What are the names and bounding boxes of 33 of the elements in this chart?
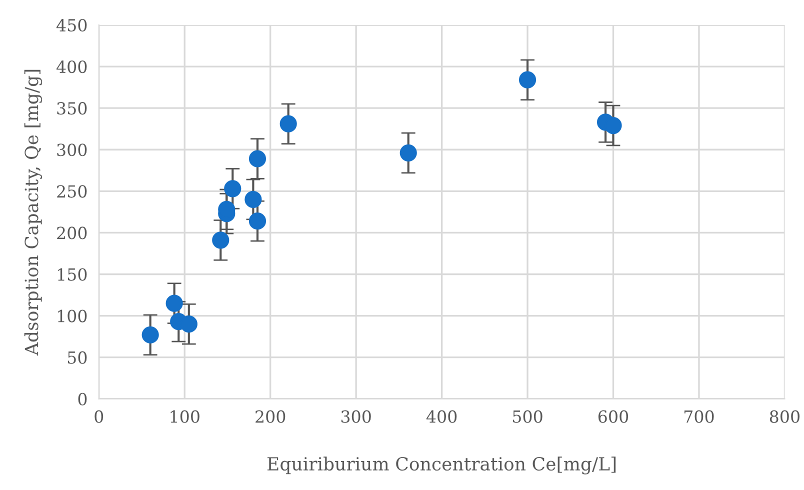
y-tick-label: 250 <box>57 185 87 198</box>
point <box>166 294 183 312</box>
point <box>142 326 159 344</box>
y-tick-label: 50 <box>68 351 87 364</box>
point <box>212 232 230 249</box>
y-tick-label: 100 <box>58 310 87 322</box>
x-tick-label: 800 <box>770 410 800 423</box>
y-axis-title: Adsorption Capacity, Qe [mg/g] <box>24 70 42 356</box>
x-axis-title: Equiriburium Concentration Ce[mg/L] <box>267 456 616 474</box>
y-tick-label: 150 <box>58 268 87 281</box>
point <box>248 212 266 230</box>
y-tick-label: 0 <box>78 392 87 406</box>
y-tick-label: 200 <box>57 226 87 240</box>
y-tick-label: 300 <box>57 144 87 156</box>
y-tick-label: 450 <box>56 18 87 32</box>
x-tick-label: 400 <box>426 410 457 423</box>
x-tick-label: 300 <box>341 410 371 423</box>
point <box>224 180 242 198</box>
point <box>248 150 266 168</box>
y-tick-label: 400 <box>56 60 87 74</box>
x-tick-label: 500 <box>513 410 542 423</box>
point <box>604 116 622 134</box>
x-tick-label: 0 <box>94 410 104 423</box>
x-tick-label: 700 <box>684 410 714 423</box>
x-tick-label: 100 <box>170 410 200 423</box>
y-tick-label: 350 <box>57 102 87 115</box>
point <box>244 190 262 208</box>
point <box>400 144 417 162</box>
x-tick-label: 200 <box>256 410 286 423</box>
point <box>518 71 536 88</box>
point <box>180 316 198 333</box>
x-tick-label: 600 <box>598 410 628 423</box>
point <box>280 115 297 132</box>
